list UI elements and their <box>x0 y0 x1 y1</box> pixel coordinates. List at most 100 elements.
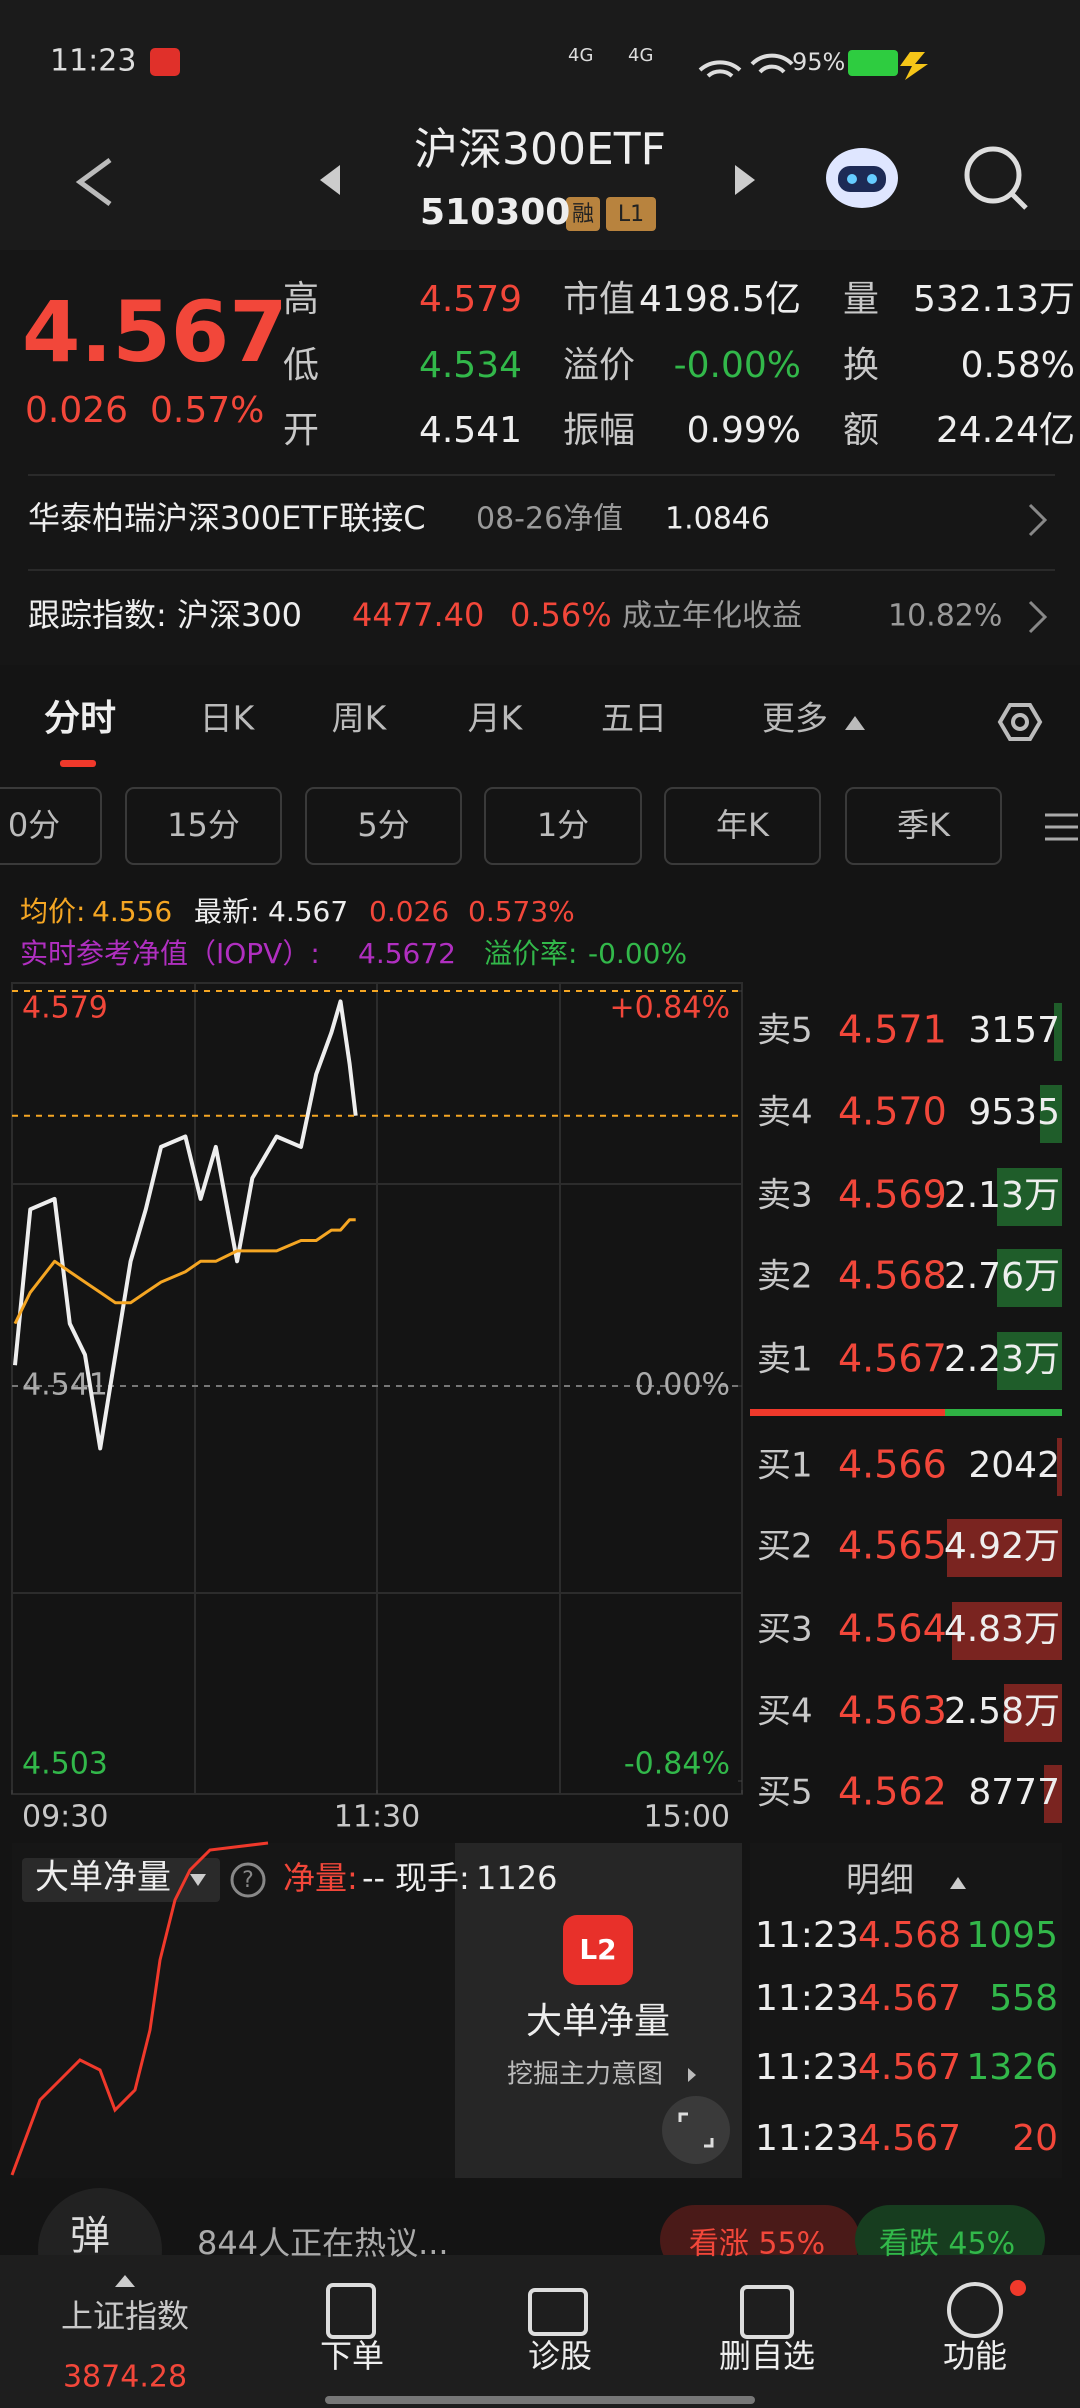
book-price: 4.571 <box>838 1008 947 1052</box>
book-level: 卖4 <box>757 1093 813 1133</box>
buy-sell-ratio-green <box>945 1409 1062 1416</box>
expand-button[interactable] <box>662 2096 730 2164</box>
period-label: 0分 <box>8 806 60 844</box>
chart-tab[interactable]: 更多 <box>762 699 828 738</box>
trade-time: 11:23 <box>755 2047 859 2088</box>
app-notify-icon <box>150 48 180 76</box>
back-button[interactable] <box>75 157 112 207</box>
price-change-pct: 0.57% <box>150 390 264 431</box>
next-stock-button[interactable] <box>735 165 755 195</box>
fund-chevron[interactable] <box>1028 503 1048 537</box>
y2-tick-label: +0.84% <box>610 991 730 1026</box>
nav-value: 3874.28 <box>63 2360 187 2395</box>
assistant-button[interactable] <box>826 148 898 208</box>
stat-value: 4.534 <box>419 345 522 386</box>
iopv-value: 4.5672 <box>358 937 456 970</box>
expand-icon <box>678 2112 714 2148</box>
book-level: 卖5 <box>757 1011 813 1051</box>
indicator-selector: 大单净量 <box>35 1858 171 1898</box>
bull-text: 看涨 55% <box>689 2227 825 2262</box>
nav-label[interactable]: 功能 <box>943 2337 1007 2375</box>
latest-value: 4.567 <box>268 895 348 928</box>
trade-price: 4.567 <box>858 2047 961 2088</box>
chart-tab[interactable]: 日K <box>200 699 256 738</box>
annual-label: 成立年化收益 <box>622 599 802 634</box>
selector-bg[interactable] <box>22 1858 220 1902</box>
index-label: 跟踪指数: 沪深300 <box>28 596 302 634</box>
nav-label[interactable]: 下单 <box>320 2337 384 2375</box>
trade-time: 11:23 <box>755 2118 859 2159</box>
prev-stock-button[interactable] <box>320 165 340 195</box>
latest-label: 最新: <box>194 895 259 928</box>
y-tick-label: 4.541 <box>22 1368 108 1403</box>
remove-icon[interactable] <box>740 2285 794 2339</box>
book-volume: 2.58万 <box>944 1691 1060 1732</box>
trades-arrow <box>950 1877 966 1889</box>
promo-subtitle: 挖掘主力意图 <box>507 2060 663 2090</box>
net-volume-line <box>10 1841 269 2176</box>
stat-value: 4.541 <box>419 410 522 451</box>
book-level: 买4 <box>757 1692 813 1732</box>
book-level: 卖2 <box>757 1257 813 1297</box>
stat-value: 24.24亿 <box>936 410 1075 451</box>
book-price: 4.563 <box>838 1689 947 1733</box>
stat-label: 换 <box>843 345 879 386</box>
trade-price: 4.568 <box>858 1915 961 1956</box>
period-menu[interactable] <box>1045 813 1078 841</box>
trade-time: 11:23 <box>755 1978 859 2019</box>
bid-bars <box>947 1438 1062 1823</box>
book-volume: 2.13万 <box>944 1175 1060 1216</box>
chart-tab[interactable]: 分时 <box>44 698 116 739</box>
chart-tab[interactable]: 周K <box>332 699 388 738</box>
badge: L1 <box>618 202 644 227</box>
book-price: 4.564 <box>838 1607 947 1651</box>
period-label: 1分 <box>537 806 589 844</box>
book-volume: 3157 <box>968 1010 1060 1051</box>
promo-icon <box>563 1915 633 1985</box>
nav-label[interactable]: 诊股 <box>528 2337 592 2375</box>
trade-price: 4.567 <box>858 1978 961 2019</box>
period-label: 5分 <box>357 806 409 844</box>
book-price: 4.566 <box>838 1443 947 1487</box>
period-button[interactable] <box>484 787 642 865</box>
iopv-label: 实时参考净值（IOPV）: <box>20 937 320 970</box>
nav-label[interactable]: 删自选 <box>719 2337 815 2375</box>
trades-title: 明细 <box>846 1861 914 1901</box>
book-price: 4.565 <box>838 1524 947 1568</box>
help-icon[interactable] <box>230 1862 266 1898</box>
book-level: 买1 <box>757 1446 813 1486</box>
function-icon[interactable] <box>947 2282 1003 2338</box>
period-button[interactable] <box>125 787 282 865</box>
settings-button[interactable] <box>997 703 1043 741</box>
promo-arrow <box>688 2068 696 2082</box>
book-volume: 4.83万 <box>944 1609 1060 1650</box>
stat-label: 溢价 <box>563 345 635 386</box>
book-level: 买2 <box>757 1527 813 1567</box>
order-icon[interactable] <box>326 2283 376 2339</box>
period-button[interactable] <box>305 787 462 865</box>
price-line <box>13 999 358 1451</box>
index-chevron[interactable] <box>1028 600 1048 634</box>
net-label: 净量: <box>283 1859 358 1897</box>
quote-bg <box>0 250 1080 665</box>
stat-value: 532.13万 <box>913 279 1075 320</box>
period-button[interactable] <box>845 787 1002 865</box>
book-volume: 2042 <box>968 1445 1060 1486</box>
promo-title: 大单净量 <box>526 2001 670 2042</box>
diagnose-icon[interactable] <box>528 2288 588 2336</box>
battery-icon <box>848 50 898 76</box>
stat-label: 振幅 <box>563 410 635 451</box>
wifi-icon <box>750 53 794 74</box>
price-change: 0.026 <box>25 390 128 431</box>
trade-volume: 558 <box>989 1978 1058 2019</box>
top-bg <box>0 0 1080 250</box>
fund-name: 华泰柏瑞沪深300ETF联接C <box>28 499 426 537</box>
period-button[interactable] <box>664 787 821 865</box>
period-button[interactable] <box>0 787 102 865</box>
chart-tab[interactable]: 月K <box>468 699 524 738</box>
search-button[interactable] <box>964 146 1028 210</box>
nav-label[interactable]: 上证指数 <box>61 2297 189 2335</box>
chart-tab[interactable]: 五日 <box>601 699 667 738</box>
